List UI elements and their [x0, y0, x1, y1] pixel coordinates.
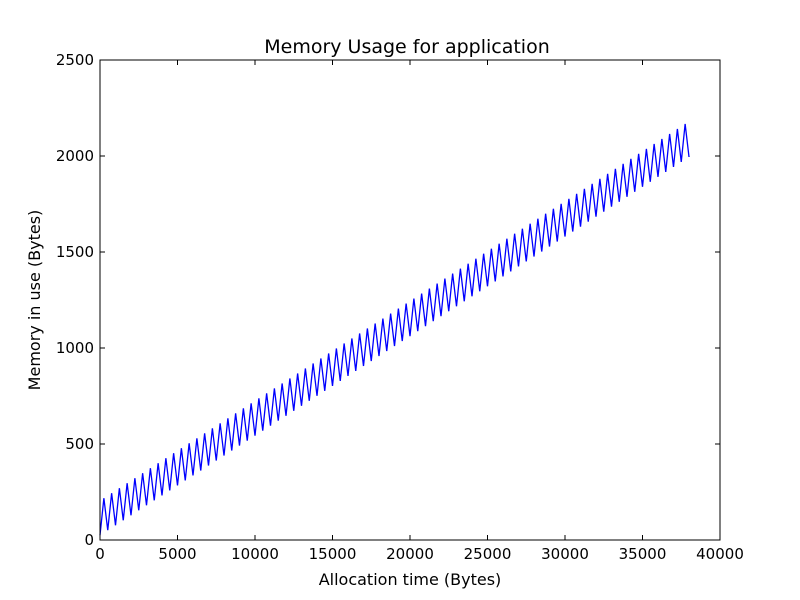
x-axis-label: Allocation time (Bytes)	[319, 570, 502, 589]
y-axis-label: Memory in use (Bytes)	[25, 210, 44, 391]
axis-ticks: 0 5000 10000 15000 20000 25000 30000 35000 40000…	[56, 51, 744, 563]
chart-title: Memory Usage for application	[264, 36, 550, 58]
y-tick-label: 2500	[56, 51, 94, 69]
plot-frame	[99, 59, 721, 541]
y-tick-label: 0	[84, 531, 94, 549]
y-tick-label: 1000	[56, 339, 94, 357]
x-tick-label: 0	[95, 545, 105, 563]
x-tick-label: 20000	[386, 545, 434, 563]
x-tick-label: 5000	[158, 545, 196, 563]
x-tick-label: 35000	[619, 545, 667, 563]
series-line	[99, 123, 690, 536]
x-tick-label: 40000	[696, 545, 744, 563]
x-tick-label: 25000	[464, 545, 512, 563]
y-tick-label: 1500	[56, 243, 94, 261]
y-tick-label: 2000	[56, 147, 94, 165]
x-tick-label: 15000	[309, 545, 357, 563]
x-tick-label: 10000	[231, 545, 279, 563]
plot-area	[99, 123, 690, 536]
y-tick-label: 500	[65, 435, 94, 453]
x-tick-label: 30000	[541, 545, 589, 563]
